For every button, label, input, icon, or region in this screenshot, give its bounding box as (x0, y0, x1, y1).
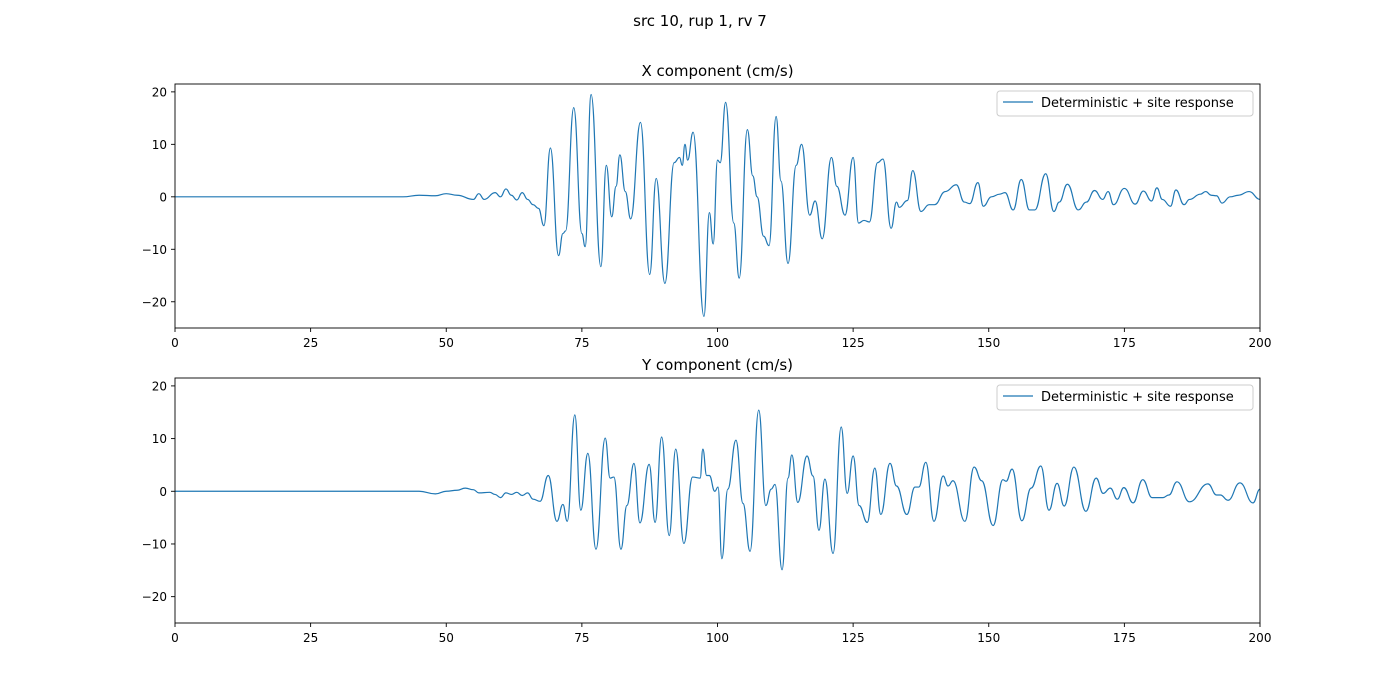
legend: Deterministic + site response (996, 384, 1254, 411)
x-tick-label: 100 (706, 631, 729, 645)
y-tick-label: −20 (142, 590, 167, 604)
legend-label: Deterministic + site response (1041, 96, 1234, 111)
x-tick-label: 200 (1249, 336, 1272, 350)
x-tick-label: 150 (977, 336, 1000, 350)
y-tick-label: 20 (152, 379, 167, 393)
y-tick-label: 10 (152, 432, 167, 446)
x-tick-label: 200 (1249, 631, 1272, 645)
x-tick-label: 0 (171, 631, 179, 645)
x-tick-label: 50 (439, 631, 454, 645)
x-tick-label: 50 (439, 336, 454, 350)
x-tick-label: 75 (574, 631, 589, 645)
x-tick-label: 25 (303, 336, 318, 350)
x-tick-label: 175 (1113, 631, 1136, 645)
x-tick-label: 75 (574, 336, 589, 350)
y-component-series-line (175, 409, 1260, 571)
y-tick-label: −10 (142, 537, 167, 551)
y-tick-label: 0 (159, 485, 167, 499)
legend: Deterministic + site response (996, 90, 1254, 117)
x-tick-label: 125 (842, 631, 865, 645)
legend-box (996, 90, 1254, 117)
y-tick-label: −10 (142, 243, 167, 257)
x-tick-label: 175 (1113, 336, 1136, 350)
x-component-panel: X component (cm/s)0 25 50 75 100 125 150 175 200… (142, 62, 1272, 350)
legend-label: Deterministic + site response (1041, 390, 1234, 405)
x-tick-label: 125 (842, 336, 865, 350)
x-tick-label: 25 (303, 631, 318, 645)
x-tick-label: 0 (171, 336, 179, 350)
y-tick-label: 0 (159, 190, 167, 204)
y-tick-label: −20 (142, 295, 167, 309)
x-component-series-line (175, 93, 1260, 318)
y-tick-label: 10 (152, 138, 167, 152)
axes-frame (174, 377, 1261, 624)
figure-suptitle: src 10, rup 1, rv 7 (633, 12, 767, 30)
x-tick-label: 150 (977, 631, 1000, 645)
panel-title: X component (cm/s) (641, 62, 793, 80)
y-component-panel: Y component (cm/s)0 25 50 75 100 125 150 175 200… (142, 356, 1272, 645)
y-tick-label: 20 (152, 85, 167, 99)
panel-title: Y component (cm/s) (641, 356, 793, 374)
axes-frame (174, 83, 1261, 329)
legend-box (996, 384, 1254, 411)
x-tick-label: 100 (706, 336, 729, 350)
